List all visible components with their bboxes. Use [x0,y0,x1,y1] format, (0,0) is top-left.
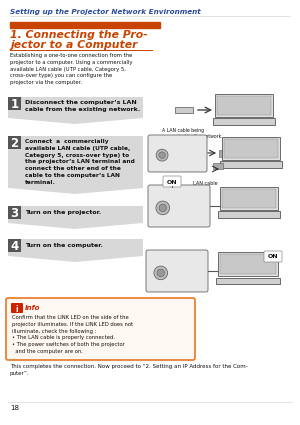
Bar [175,107,193,113]
FancyBboxPatch shape [148,185,210,227]
Text: LAN cable: LAN cable [193,181,218,186]
Bar [220,162,282,167]
Circle shape [156,201,169,215]
Polygon shape [8,239,143,262]
Bar [217,96,271,115]
Bar [216,278,280,284]
Bar [218,212,280,218]
Text: 1: 1 [11,98,19,111]
Text: ON: ON [167,179,177,184]
Circle shape [157,269,164,277]
Text: 4: 4 [11,240,19,253]
Text: ON: ON [268,253,278,258]
Polygon shape [8,136,143,194]
Bar [220,187,278,210]
Polygon shape [8,206,143,229]
Bar [222,137,280,160]
Text: Disconnect the computer’s LAN
cable from the existing network.: Disconnect the computer’s LAN cable from… [25,100,140,112]
Bar [220,254,276,275]
FancyBboxPatch shape [264,251,282,262]
Bar [213,163,223,169]
Text: i: i [16,305,18,314]
Text: jector to a Computer: jector to a Computer [10,40,137,50]
Circle shape [159,204,166,212]
Text: A LAN cable being
connected to the network.: A LAN cable being connected to the netwo… [162,128,223,139]
Bar [224,139,278,158]
Text: Turn on the computer.: Turn on the computer. [25,243,103,248]
FancyBboxPatch shape [163,176,181,187]
Text: Turn on the projector.: Turn on the projector. [25,210,101,215]
Polygon shape [8,97,143,124]
Text: Establishing a one-to-one connection from the
projector to a computer. Using a c: Establishing a one-to-one connection fro… [10,53,133,85]
Bar [8,206,21,219]
FancyBboxPatch shape [6,298,195,360]
Text: 3: 3 [11,207,19,220]
Bar [10,22,160,28]
Text: Confirm that the LINK LED on the side of the
projector illuminates. If the LINK : Confirm that the LINK LED on the side of… [12,315,133,354]
Bar [8,97,21,110]
Bar [218,252,278,277]
Bar [8,136,21,149]
Text: This completes the connection. Now proceed to “2. Setting an IP Address for the : This completes the connection. Now proce… [10,364,248,376]
Text: Setting up the Projector Network Environment: Setting up the Projector Network Environ… [10,9,201,15]
Text: 2: 2 [11,137,19,150]
Circle shape [154,266,168,280]
FancyBboxPatch shape [148,135,207,172]
Text: 1. Connecting the Pro-: 1. Connecting the Pro- [10,30,148,40]
Bar [219,150,226,157]
FancyBboxPatch shape [11,303,23,313]
Text: 18: 18 [10,405,19,411]
Circle shape [156,149,168,161]
Bar [8,239,21,252]
Bar [215,94,273,117]
Text: Connect  a  commercially
available LAN cable (UTP cable,
Category 5, cross-over : Connect a commercially available LAN cab… [25,139,135,185]
FancyBboxPatch shape [146,250,208,292]
Bar [213,119,275,125]
Bar [222,189,276,208]
Text: Info: Info [25,304,40,311]
Circle shape [159,152,165,159]
